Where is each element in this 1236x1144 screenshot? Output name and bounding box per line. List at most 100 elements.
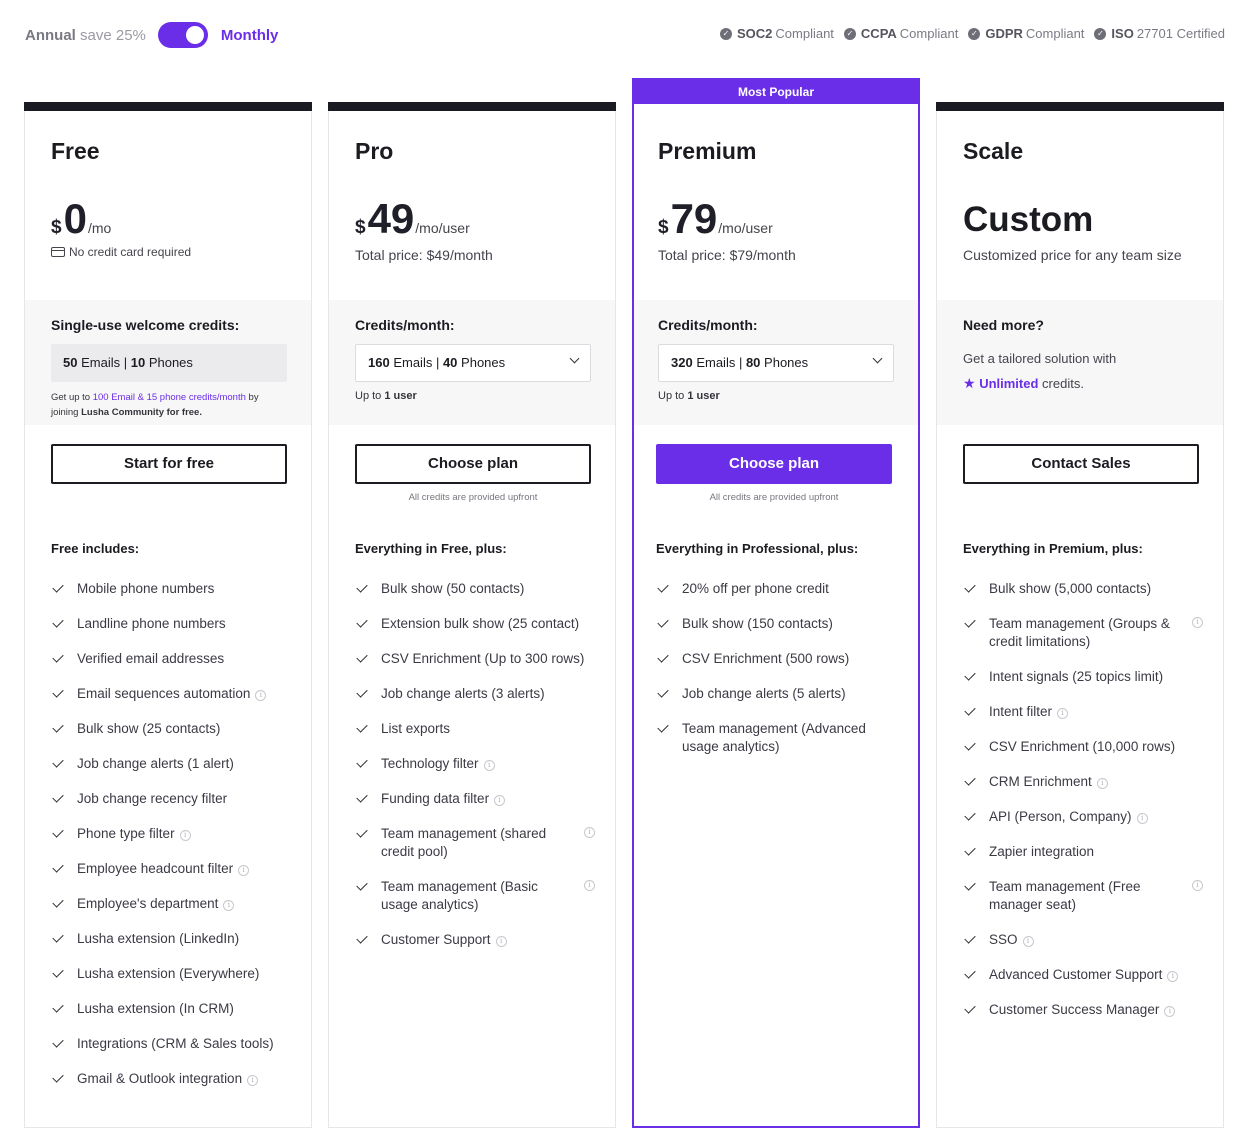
- feature-text: 20% off per phone credit: [682, 581, 829, 596]
- info-icon[interactable]: i: [247, 1075, 259, 1086]
- info-icon[interactable]: i: [495, 936, 507, 947]
- community-credits-link[interactable]: 100 Email & 15 phone credits/month: [92, 392, 246, 403]
- feature-item: Job change alerts (5 alerts): [656, 685, 896, 703]
- feature-item: Extension bulk show (25 contact): [355, 615, 595, 633]
- choose-plan-button[interactable]: Choose plan: [355, 444, 591, 484]
- feature-item: API (Person, Company) i: [963, 808, 1203, 826]
- info-icon[interactable]: i: [238, 865, 250, 876]
- plan-top-bar: [24, 102, 312, 111]
- info-icon[interactable]: i: [255, 690, 267, 701]
- feature-text: Lusha extension (In CRM): [77, 1001, 234, 1016]
- credits-select[interactable]: 160 Emails | 40 Phones: [355, 344, 591, 382]
- feature-text: CSV Enrichment (Up to 300 rows): [381, 651, 585, 666]
- feature-item: Job change alerts (1 alert): [51, 755, 291, 773]
- feature-text: SSO: [989, 932, 1018, 947]
- contact-sales-button[interactable]: Contact Sales: [963, 444, 1199, 484]
- price-period: /mo/user: [718, 220, 773, 236]
- checkmark-icon: [964, 774, 976, 786]
- info-icon[interactable]: i: [584, 827, 595, 838]
- custom-price: Custom: [963, 200, 1094, 239]
- checkmark-icon: [657, 581, 669, 593]
- feature-item: Integrations (CRM & Sales tools): [51, 1035, 291, 1053]
- compliance-gdpr: ✓ GDPR Compliant: [968, 26, 1084, 41]
- info-icon[interactable]: i: [223, 900, 235, 911]
- info-icon[interactable]: i: [179, 830, 191, 841]
- info-icon[interactable]: i: [1096, 778, 1108, 789]
- checkmark-icon: [52, 931, 64, 943]
- checkmark-icon: [356, 932, 368, 944]
- checkmark-icon: [964, 616, 976, 628]
- feature-text: Intent filter: [989, 704, 1053, 719]
- feature-item: Zapier integration: [963, 843, 1203, 861]
- plan-price: $49/mo/user: [355, 198, 470, 240]
- chevron-down-icon: [569, 353, 580, 364]
- feature-item: Team management (Advanced usage analytic…: [656, 720, 896, 756]
- info-icon[interactable]: i: [1192, 880, 1203, 891]
- checkmark-icon: [52, 1036, 64, 1048]
- feature-text: Mobile phone numbers: [77, 581, 215, 596]
- checkmark-icon: [52, 1071, 64, 1083]
- feature-item: CSV Enrichment (500 rows): [656, 650, 896, 668]
- feature-text: Job change alerts (5 alerts): [682, 686, 846, 701]
- choose-plan-button[interactable]: Choose plan: [656, 444, 892, 484]
- toggle-knob: [185, 26, 204, 44]
- checkmark-icon: [657, 686, 669, 698]
- features-title: Free includes:: [51, 541, 140, 556]
- feature-text: Funding data filter: [381, 791, 490, 806]
- feature-text: Job change alerts (1 alert): [77, 756, 234, 771]
- plan-name: Premium: [658, 138, 757, 164]
- plan-card-pro: Pro $49/mo/user Total price: $49/month C…: [328, 102, 616, 1128]
- feature-text: Lusha extension (Everywhere): [77, 966, 260, 981]
- info-icon[interactable]: i: [1192, 617, 1203, 628]
- feature-list: Bulk show (5,000 contacts) Team managemen…: [963, 580, 1203, 1036]
- info-icon[interactable]: i: [1136, 813, 1148, 824]
- info-icon[interactable]: i: [584, 880, 595, 891]
- info-icon[interactable]: i: [1022, 936, 1034, 947]
- feature-text: Extension bulk show (25 contact): [381, 616, 580, 631]
- info-icon[interactable]: i: [483, 760, 495, 771]
- info-icon[interactable]: i: [494, 795, 506, 806]
- feature-text: Team management (Groups & credit limitat…: [989, 616, 1170, 649]
- feature-item: Lusha extension (Everywhere): [51, 965, 291, 983]
- feature-text: Zapier integration: [989, 844, 1095, 859]
- feature-item: Technology filter i: [355, 755, 595, 773]
- price-amount: 79: [670, 195, 718, 242]
- checkmark-icon: [52, 826, 64, 838]
- credits-label: Need more?: [963, 317, 1044, 333]
- feature-item: CSV Enrichment (10,000 rows): [963, 738, 1203, 756]
- credits-label: Credits/month:: [658, 317, 758, 333]
- feature-text: Customer Success Manager: [989, 1002, 1160, 1017]
- info-icon[interactable]: i: [1167, 971, 1179, 982]
- feature-text: Bulk show (50 contacts): [381, 581, 525, 596]
- billing-toggle[interactable]: [157, 22, 208, 48]
- start-for-free-button[interactable]: Start for free: [51, 444, 287, 484]
- feature-text: Bulk show (5,000 contacts): [989, 581, 1152, 596]
- feature-text: API (Person, Company): [989, 809, 1132, 824]
- check-circle-icon: ✓: [1094, 27, 1107, 40]
- annual-option[interactable]: Annual save 25%: [25, 26, 146, 44]
- checkmark-icon: [964, 669, 976, 681]
- info-icon[interactable]: i: [1164, 1006, 1176, 1017]
- feature-text: Team management (shared credit pool): [381, 826, 547, 859]
- feature-item: Team management (Groups & credit limitat…: [963, 615, 1203, 651]
- monthly-option[interactable]: Monthly: [220, 26, 279, 44]
- feature-item: Job change alerts (3 alerts): [355, 685, 595, 703]
- checkmark-icon: [52, 616, 64, 628]
- checkmark-icon: [964, 932, 976, 944]
- feature-item: Team management (shared credit pool) i: [355, 825, 595, 861]
- feature-text: Landline phone numbers: [77, 616, 226, 631]
- plan-card-free: Free $0/mo No credit card required Singl…: [24, 102, 312, 1128]
- feature-text: Integrations (CRM & Sales tools): [77, 1036, 274, 1051]
- chevron-down-icon: [872, 353, 883, 364]
- plan-price: $79/mo/user: [658, 198, 773, 240]
- checkmark-icon: [657, 616, 669, 628]
- plan-card-premium: Most Popular Premium $79/mo/user Total p…: [632, 78, 920, 1128]
- info-icon[interactable]: i: [1057, 708, 1069, 719]
- features-title: Everything in Premium, plus:: [963, 541, 1143, 556]
- feature-text: Bulk show (150 contacts): [682, 616, 833, 631]
- credits-select[interactable]: 320 Emails | 80 Phones: [658, 344, 894, 382]
- compliance-iso: ✓ ISO 27701 Certified: [1094, 26, 1225, 41]
- plan-card-scale: Scale Custom Customized price for any te…: [936, 102, 1224, 1128]
- credits-section: Credits/month: 160 Emails | 40 Phones Up…: [329, 300, 615, 425]
- feature-text: Customer Support: [381, 932, 491, 947]
